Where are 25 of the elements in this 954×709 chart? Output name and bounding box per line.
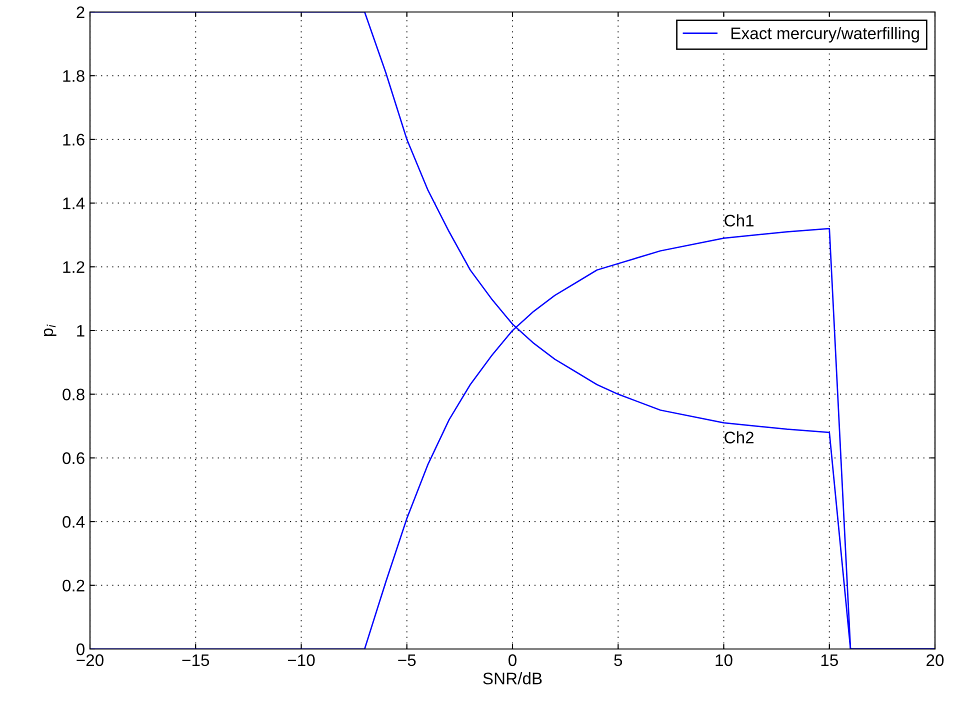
y-axis-title: p$_{i}$ (44, 324, 56, 336)
x-tick-label: 5 (614, 654, 622, 666)
x-tick-label: 15 (821, 654, 838, 666)
x-tick-label: −10 (288, 654, 315, 666)
annotation: Ch2 (724, 431, 754, 444)
y-tick-label: 0.6 (62, 452, 84, 464)
y-tick-label: 0.2 (62, 580, 84, 592)
y-tick-label: 0 (76, 643, 84, 656)
y-tick-label: 1.8 (63, 70, 84, 82)
x-axis-title: SNR/dB (483, 672, 542, 684)
x-tick-label: 10 (716, 654, 732, 666)
annotation: Ch1 (724, 214, 754, 227)
x-tick-label: 20 (926, 654, 944, 666)
y-tick-label: 1.2 (63, 261, 84, 273)
y-tick-label: 1.4 (63, 198, 85, 210)
y-tick-label: 2 (76, 6, 84, 18)
legend-label: Exact mercury/waterfilling (732, 27, 919, 43)
y-tick-label: 1 (77, 325, 84, 337)
y-tick-label: 1.6 (63, 134, 84, 146)
x-tick-label: −20 (76, 654, 104, 666)
x-tick-label: −5 (398, 654, 416, 666)
y-tick-label: 0.4 (62, 516, 85, 528)
x-tick-label: −15 (182, 654, 210, 666)
y-tick-label: 0.8 (62, 388, 84, 400)
x-tick-label: 0 (508, 654, 516, 666)
